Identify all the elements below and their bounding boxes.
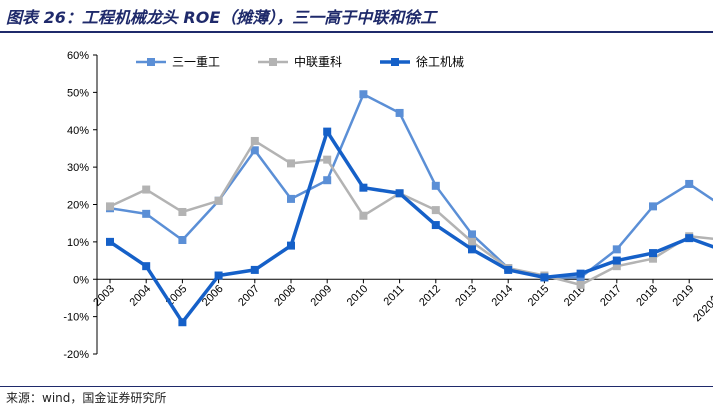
data-point: [359, 183, 368, 192]
legend-label: 中联重科: [294, 54, 342, 69]
data-point: [395, 189, 404, 198]
data-point: [504, 265, 513, 274]
y-tick-label: 50%: [67, 87, 89, 99]
title-rule: [0, 31, 713, 33]
data-point: [214, 196, 223, 205]
data-point: [142, 209, 151, 218]
x-tick-label: 2005: [164, 283, 190, 309]
data-point: [142, 185, 151, 194]
x-tick-label: 2009: [309, 283, 335, 309]
data-point: [431, 206, 440, 215]
data-point: [576, 269, 585, 278]
y-tick-label: -10%: [63, 312, 89, 324]
data-point: [685, 234, 694, 243]
y-tick-label: 10%: [67, 237, 89, 249]
x-tick-label: 2004: [128, 283, 154, 309]
data-point: [649, 254, 657, 263]
data-point: [468, 230, 476, 239]
legend-marker: [391, 58, 399, 66]
series-line-1: [109, 139, 713, 287]
x-tick-label: 2018: [634, 283, 660, 309]
y-tick-label: 20%: [67, 200, 89, 212]
data-point: [685, 179, 694, 188]
data-point: [287, 241, 295, 250]
data-point: [142, 262, 151, 271]
legend-label: 三一重工: [172, 55, 220, 69]
x-tick-label: 2017: [598, 283, 624, 309]
data-point: [178, 236, 187, 245]
y-tick-label: 60%: [67, 50, 89, 62]
line-chart: -20% -10% 0% 10% 20% 30% 40% 50% 60% 2003 2004 2005…: [63, 50, 713, 361]
data-point: [431, 181, 440, 190]
data-point: [649, 249, 657, 258]
x-tick-label: 2013: [453, 283, 479, 309]
data-point: [612, 262, 621, 271]
chart-title: 图表 26：工程机械龙头 ROE（摊薄），三一高于中联和徐工: [6, 8, 437, 27]
data-point: [106, 237, 114, 246]
footer-rule: [0, 386, 713, 387]
data-point: [178, 207, 187, 216]
source-note: 来源：wind，国金证券研究所: [6, 391, 167, 405]
data-point: [250, 265, 259, 274]
x-tick-label: 2010: [345, 283, 371, 309]
x-tick-label: 2003: [91, 283, 117, 309]
data-point: [214, 271, 223, 280]
data-point: [323, 155, 332, 164]
data-point: [612, 256, 621, 265]
y-tick-label: 30%: [67, 162, 89, 174]
data-point: [359, 90, 368, 99]
data-point: [649, 202, 657, 211]
legend-marker: [269, 58, 277, 66]
legend-marker: [147, 58, 155, 66]
y-tick-label: 0%: [73, 274, 89, 286]
y-tick-label: -20%: [63, 349, 89, 361]
data-point: [612, 245, 621, 254]
data-point: [468, 245, 476, 254]
data-point: [323, 176, 332, 185]
data-point: [106, 202, 114, 211]
y-tick-label: 40%: [67, 125, 89, 137]
x-tick-label: 2020年化: [690, 281, 713, 324]
series-line-0: [109, 92, 713, 279]
series-line-2: [109, 129, 713, 324]
data-point: [178, 318, 187, 327]
x-tick-label: 2014: [490, 283, 516, 309]
data-point: [468, 237, 476, 246]
x-tick-label: 2015: [526, 283, 552, 309]
x-tick-label: 2007: [236, 283, 262, 309]
data-point: [395, 108, 404, 117]
data-point: [431, 221, 440, 230]
data-point: [250, 146, 259, 155]
x-tick-label: 2008: [272, 283, 298, 309]
legend-label: 徐工机械: [416, 54, 464, 69]
data-point: [250, 136, 259, 145]
data-point: [287, 159, 295, 168]
x-tick-label: 2012: [417, 283, 443, 309]
x-tick-label: 2019: [671, 283, 697, 309]
x-tick-label: 2011: [382, 283, 407, 308]
data-point: [359, 211, 368, 220]
data-point: [287, 194, 295, 203]
data-point: [576, 280, 585, 289]
data-point: [540, 273, 549, 282]
data-point: [323, 127, 332, 136]
